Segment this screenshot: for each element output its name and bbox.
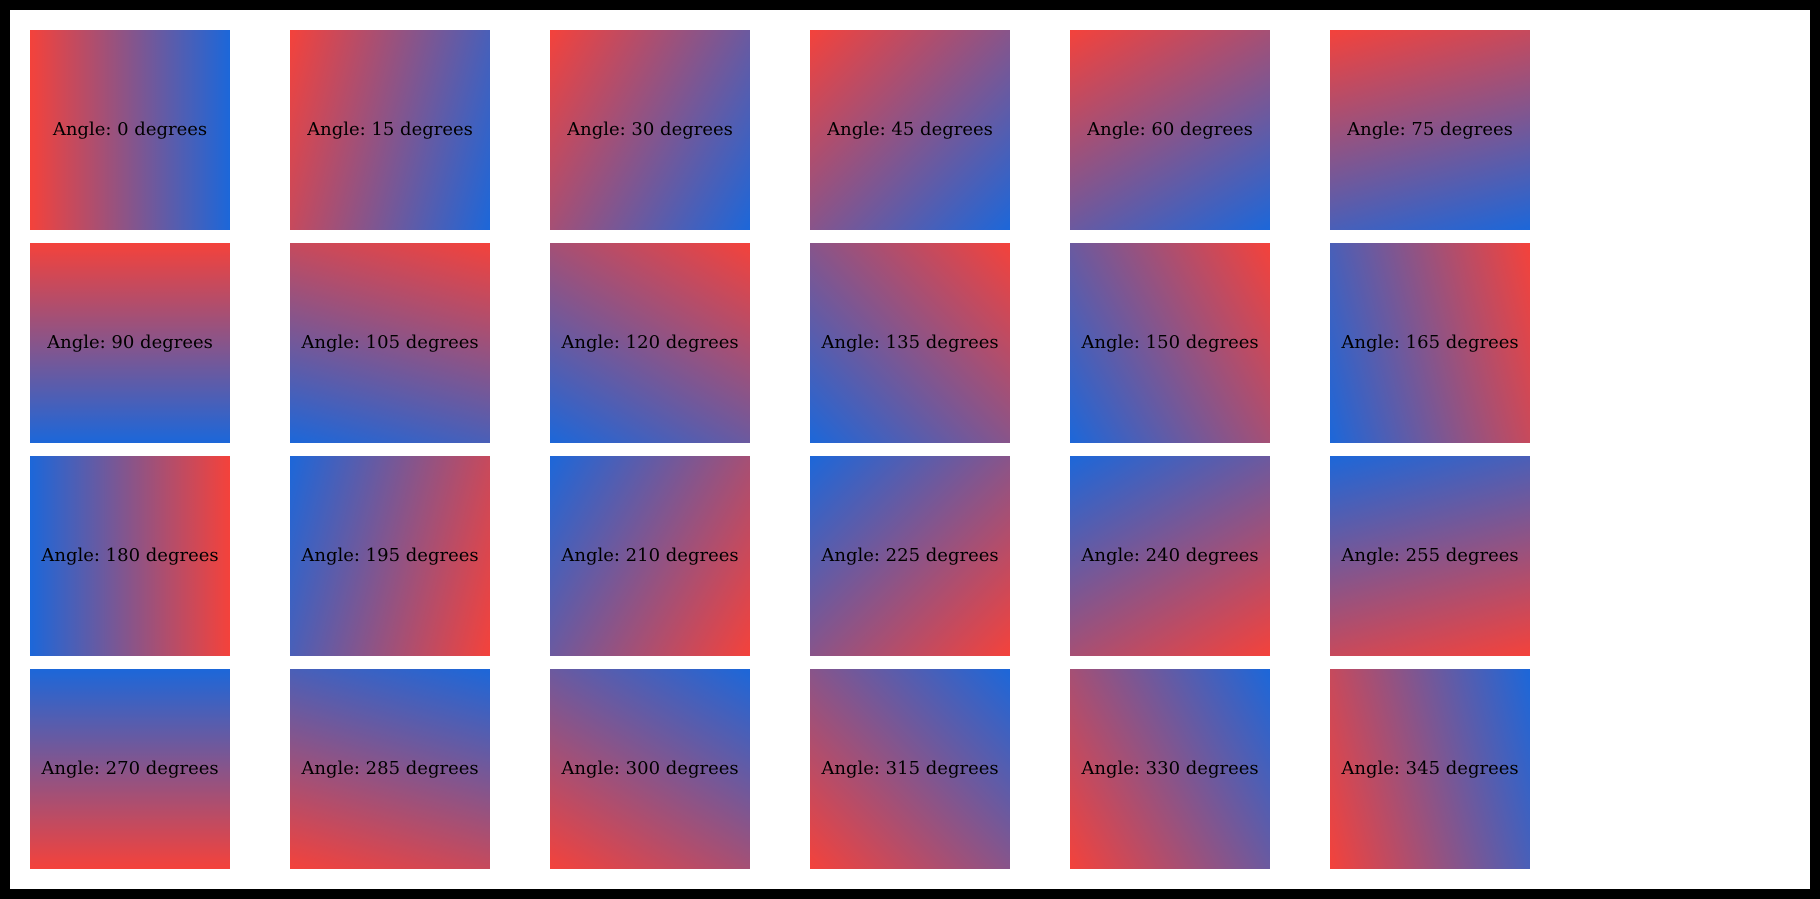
gradient-tile-345: Angle: 345 degrees [1330, 669, 1530, 869]
tile-label: Angle: 45 degrees [827, 119, 993, 140]
tile-label: Angle: 345 degrees [1341, 758, 1519, 779]
tile-label: Angle: 225 degrees [821, 545, 999, 566]
gradient-tile-225: Angle: 225 degrees [810, 456, 1010, 656]
tile-label: Angle: 285 degrees [301, 758, 479, 779]
gradient-tile-30: Angle: 30 degrees [550, 30, 750, 230]
tile-label: Angle: 60 degrees [1087, 119, 1253, 140]
gradient-tile-315: Angle: 315 degrees [810, 669, 1010, 869]
tile-label: Angle: 15 degrees [307, 119, 473, 140]
gradient-tile-105: Angle: 105 degrees [290, 243, 490, 443]
gradient-tile-210: Angle: 210 degrees [550, 456, 750, 656]
gradient-tile-135: Angle: 135 degrees [810, 243, 1010, 443]
tile-label: Angle: 330 degrees [1081, 758, 1259, 779]
tile-label: Angle: 180 degrees [41, 545, 219, 566]
tile-label: Angle: 0 degrees [52, 119, 208, 140]
tile-label: Angle: 105 degrees [301, 332, 479, 353]
gradient-tile-195: Angle: 195 degrees [290, 456, 490, 656]
gradient-tile-90: Angle: 90 degrees [30, 243, 230, 443]
tile-label: Angle: 150 degrees [1081, 332, 1259, 353]
gradient-tile-120: Angle: 120 degrees [550, 243, 750, 443]
tile-label: Angle: 90 degrees [47, 332, 213, 353]
gradient-tile-330: Angle: 330 degrees [1070, 669, 1270, 869]
gradient-tile-270: Angle: 270 degrees [30, 669, 230, 869]
tile-label: Angle: 135 degrees [821, 332, 999, 353]
tile-label: Angle: 270 degrees [41, 758, 219, 779]
tile-label: Angle: 210 degrees [561, 545, 739, 566]
gradient-tile-60: Angle: 60 degrees [1070, 30, 1270, 230]
gradient-tile-45: Angle: 45 degrees [810, 30, 1010, 230]
gradient-tile-285: Angle: 285 degrees [290, 669, 490, 869]
tile-label: Angle: 120 degrees [561, 332, 739, 353]
gradient-tile-75: Angle: 75 degrees [1330, 30, 1530, 230]
gradient-tile-0: Angle: 0 degrees [30, 30, 230, 230]
tile-label: Angle: 255 degrees [1341, 545, 1519, 566]
gradient-tile-15: Angle: 15 degrees [290, 30, 490, 230]
gradient-tile-165: Angle: 165 degrees [1330, 243, 1530, 443]
tile-label: Angle: 75 degrees [1347, 119, 1513, 140]
tile-label: Angle: 300 degrees [561, 758, 739, 779]
gradient-tile-240: Angle: 240 degrees [1070, 456, 1270, 656]
tile-label: Angle: 30 degrees [567, 119, 733, 140]
gradient-tile-255: Angle: 255 degrees [1330, 456, 1530, 656]
tile-label: Angle: 315 degrees [821, 758, 999, 779]
tile-label: Angle: 195 degrees [301, 545, 479, 566]
tile-label: Angle: 165 degrees [1341, 332, 1519, 353]
tile-label: Angle: 240 degrees [1081, 545, 1259, 566]
gradient-tile-300: Angle: 300 degrees [550, 669, 750, 869]
gradient-tile-180: Angle: 180 degrees [30, 456, 230, 656]
gradient-grid: Angle: 0 degrees Angle: 15 degrees Angle: … [10, 10, 1610, 889]
gradient-tile-150: Angle: 150 degrees [1070, 243, 1270, 443]
